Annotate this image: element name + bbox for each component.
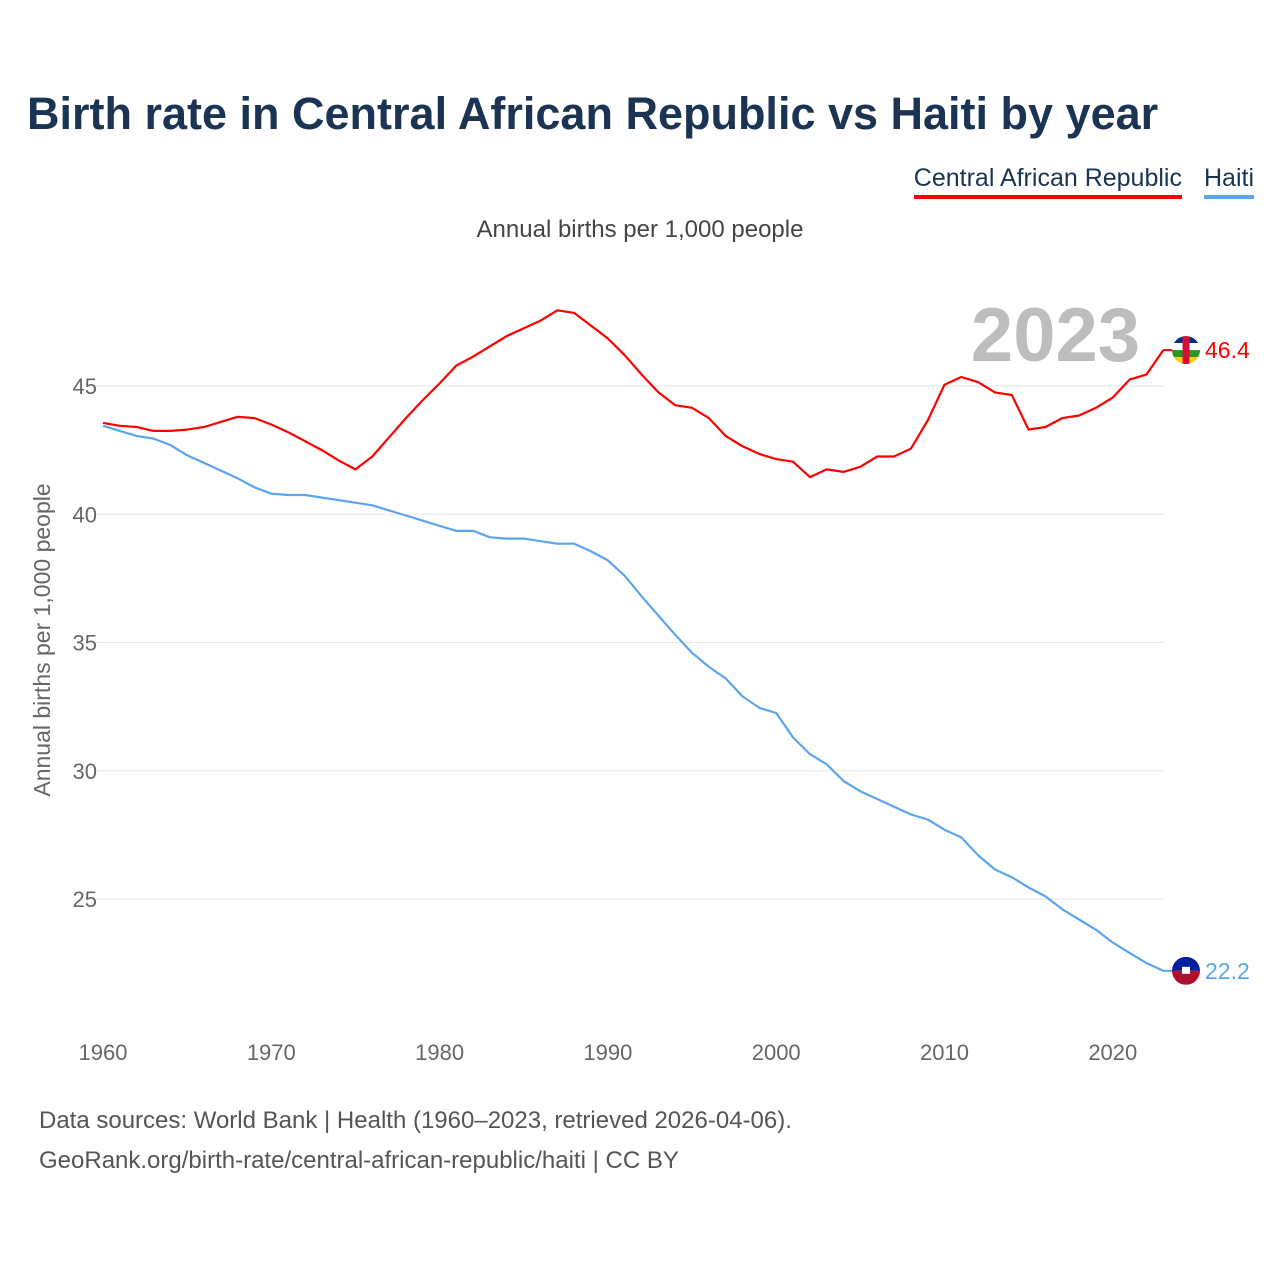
x-tick-label: 2010	[920, 1040, 969, 1065]
flag-emblem	[1182, 966, 1190, 974]
series-line-haiti	[102, 424, 1164, 972]
year-badge: 2023	[971, 293, 1140, 378]
x-tick-label: 1960	[79, 1040, 128, 1065]
series-line-car	[102, 309, 1165, 479]
x-tick-label: 1980	[415, 1040, 464, 1065]
legend-item-central-african-republic[interactable]: Central African Republic	[913, 164, 1182, 199]
y-tick-label: 45	[73, 374, 97, 399]
x-tick-label: 2000	[752, 1040, 801, 1065]
y-axis-label: Annual births per 1,000 people	[29, 483, 55, 796]
chart-subtitle: Annual births per 1,000 people	[476, 216, 804, 243]
end-value-label: 46.4	[1205, 337, 1250, 363]
y-tick-label: 30	[73, 759, 97, 784]
car-flag-icon	[1172, 336, 1200, 365]
chart-title: Birth rate in Central African Republic v…	[27, 88, 1159, 139]
flag-stripe	[1172, 970, 1200, 985]
haiti-flag-icon	[1172, 956, 1200, 985]
x-tick-label: 1970	[247, 1040, 296, 1065]
flag-body	[1172, 956, 1200, 985]
y-tick-label: 25	[73, 887, 97, 912]
x-tick-label: 2020	[1088, 1040, 1137, 1065]
y-tick-label: 35	[73, 631, 97, 656]
flag-stripe	[1182, 336, 1190, 365]
flag-stripe	[1172, 956, 1200, 971]
legend: Central African Republic Haiti	[913, 164, 1254, 199]
legend-item-haiti[interactable]: Haiti	[1203, 164, 1254, 199]
x-tick-label: 1990	[583, 1040, 632, 1065]
footer-link[interactable]: GeoRank.org/birth-rate/central-african-r…	[39, 1147, 679, 1174]
footer-sources: Data sources: World Bank | Health (1960–…	[39, 1107, 792, 1134]
flag-body	[1172, 336, 1200, 365]
y-tick-label: 40	[73, 502, 97, 527]
end-value-label: 22.2	[1205, 958, 1250, 984]
